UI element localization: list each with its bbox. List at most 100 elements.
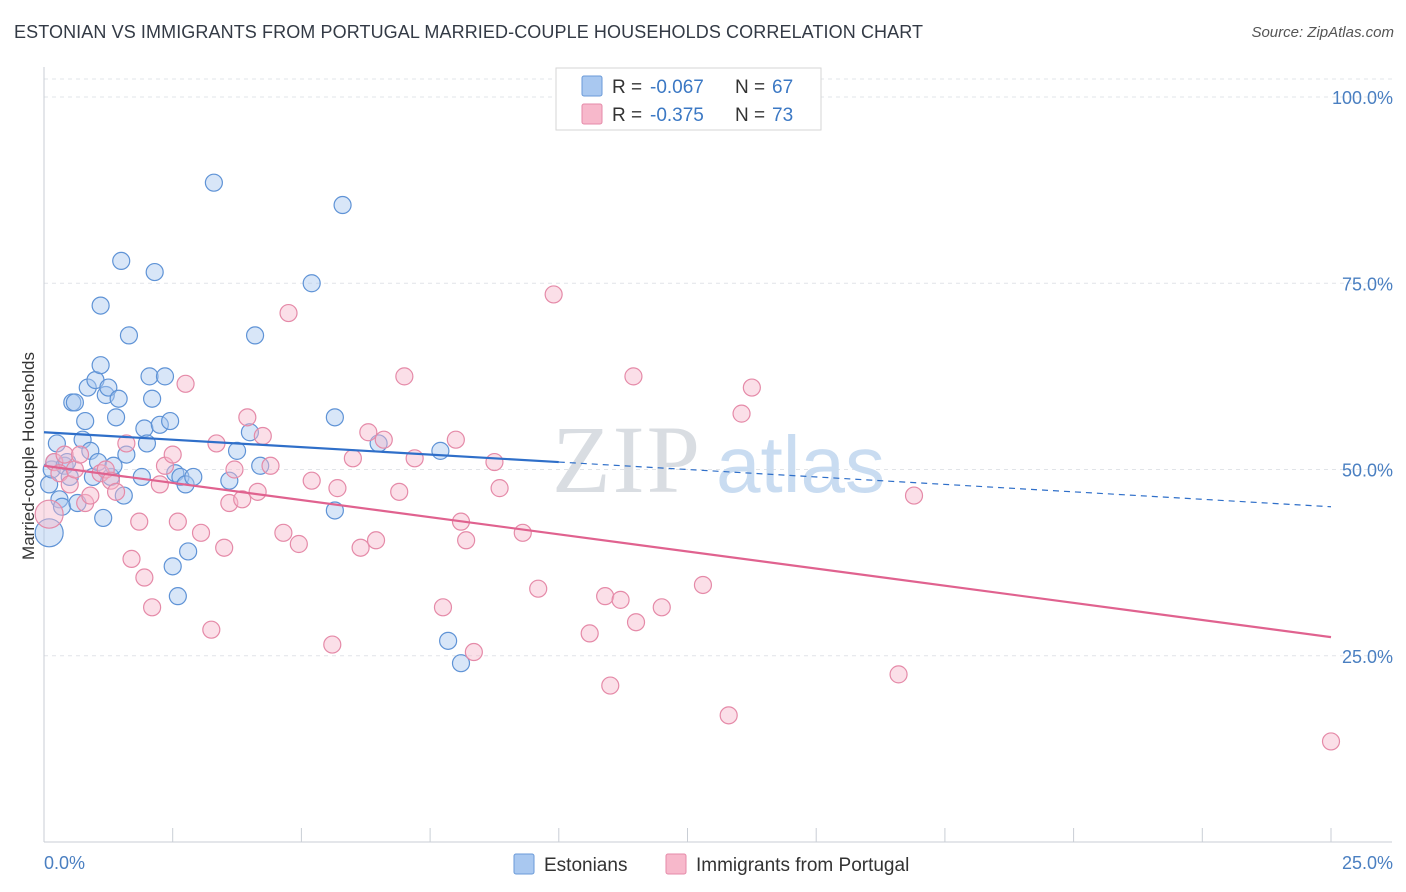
legend-r-label-1: R =: [612, 77, 642, 98]
portugal-point: [580, 624, 599, 643]
portugal-point: [279, 303, 298, 323]
series-portugal-points: [34, 285, 1341, 751]
estonians-trend-line: [43, 431, 559, 464]
portugal-point: [253, 426, 272, 446]
portugal-point: [215, 538, 234, 557]
gridlines: [44, 78, 1392, 657]
legend-n-value-1: 67: [772, 77, 793, 98]
portugal-point: [457, 531, 476, 550]
portugal-point: [150, 475, 169, 494]
estonians-point: [333, 195, 352, 215]
portugal-point: [176, 374, 195, 393]
portugal-point: [34, 499, 64, 529]
estonians-point: [155, 367, 175, 386]
portugal-point: [233, 490, 252, 509]
estonians-point: [451, 654, 471, 673]
portugal-point: [390, 482, 409, 501]
portugal-trend-line: [43, 464, 1332, 639]
portugal-point: [374, 430, 393, 449]
portugal-point: [693, 575, 713, 595]
chart-source: Source: ZipAtlas.com: [1251, 24, 1394, 41]
estonians-point: [50, 490, 69, 509]
estonians-point: [168, 587, 187, 606]
portugal-point: [490, 479, 509, 498]
y-tick-label: 25.0%: [1342, 647, 1393, 667]
estonians-point: [431, 441, 450, 460]
legend-swatch-estonians: [581, 75, 603, 97]
portugal-point: [601, 676, 620, 695]
portugal-point: [55, 445, 74, 464]
portugal-point: [202, 620, 221, 639]
estonians-point: [91, 356, 110, 375]
bottom-legend-estonians: Estonians: [544, 855, 627, 876]
legend-n-label-2: N =: [735, 105, 765, 126]
portugal-point: [261, 456, 280, 475]
portugal-point: [889, 665, 908, 684]
estonians-trend-extension: [558, 461, 1332, 508]
legend-n-label-1: N =: [735, 77, 765, 98]
y-tick-labels: 25.0% 50.0% 75.0% 100.0%: [1332, 88, 1393, 667]
portugal-point: [544, 285, 563, 304]
x-tick-labels: 0.0% 25.0%: [44, 853, 1393, 873]
estonians-point: [106, 408, 126, 427]
portugal-point: [143, 598, 162, 617]
estonians-point: [439, 631, 458, 650]
portugal-point: [328, 479, 347, 498]
legend-n-value-2: 73: [772, 105, 793, 126]
portugal-point: [529, 579, 548, 598]
bottom-legend-swatch-portugal: [665, 853, 687, 875]
x-tick-label-max: 25.0%: [1342, 853, 1393, 873]
portugal-point: [464, 642, 483, 662]
portugal-point: [351, 538, 370, 557]
portugal-point: [106, 482, 126, 501]
bottom-legend-portugal: Immigrants from Portugal: [696, 855, 909, 876]
portugal-point: [719, 706, 738, 725]
estonians-point: [245, 326, 265, 345]
portugal-point: [596, 587, 615, 606]
portugal-point: [163, 445, 182, 464]
portugal-point: [135, 568, 154, 587]
estonians-point: [204, 173, 223, 192]
legend-r-value-2: -0.375: [650, 105, 704, 126]
estonians-point: [179, 542, 198, 561]
portugal-point: [70, 445, 90, 464]
portugal-point: [1321, 732, 1341, 751]
estonians-point: [325, 408, 344, 427]
estonians-point: [109, 389, 128, 408]
bottom-legend-swatch-estonians: [513, 853, 535, 875]
watermark: ZIP atlas: [552, 406, 885, 513]
portugal-point: [130, 512, 149, 531]
portugal-point: [395, 367, 414, 386]
portugal-point: [343, 449, 362, 468]
estonians-point: [94, 508, 113, 528]
estonians-point: [161, 411, 180, 431]
chart-title: ESTONIAN VS IMMIGRANTS FROM PORTUGAL MAR…: [14, 22, 924, 42]
portugal-point: [359, 423, 378, 442]
estonians-point: [78, 378, 97, 397]
portugal-point: [611, 590, 630, 609]
portugal-point: [904, 486, 924, 505]
y-axis-label: Married-couple Households: [19, 352, 38, 560]
estonians-point: [145, 262, 164, 282]
portugal-point: [238, 408, 257, 427]
y-tick-label: 50.0%: [1342, 461, 1393, 481]
estonians-point: [99, 378, 118, 397]
estonians-point: [76, 411, 95, 431]
estonians-point: [220, 471, 239, 490]
estonians-point: [251, 456, 270, 475]
estonians-point: [135, 419, 154, 438]
portugal-point: [122, 549, 141, 569]
portugal-point: [81, 486, 100, 505]
portugal-point: [366, 531, 386, 550]
estonians-point: [325, 501, 344, 520]
estonians-point: [112, 251, 131, 270]
y-tick-label: 100.0%: [1332, 88, 1393, 108]
legend-swatch-portugal: [581, 103, 603, 125]
portugal-point: [168, 512, 187, 531]
axes: [43, 67, 1392, 843]
estonians-point: [302, 274, 321, 293]
portugal-point: [274, 523, 293, 542]
correlation-legend: R = -0.067 N = 67 R = -0.375 N = 73: [555, 67, 822, 131]
series-legend: Estonians Immigrants from Portugal: [513, 853, 909, 876]
portugal-point: [485, 452, 504, 472]
